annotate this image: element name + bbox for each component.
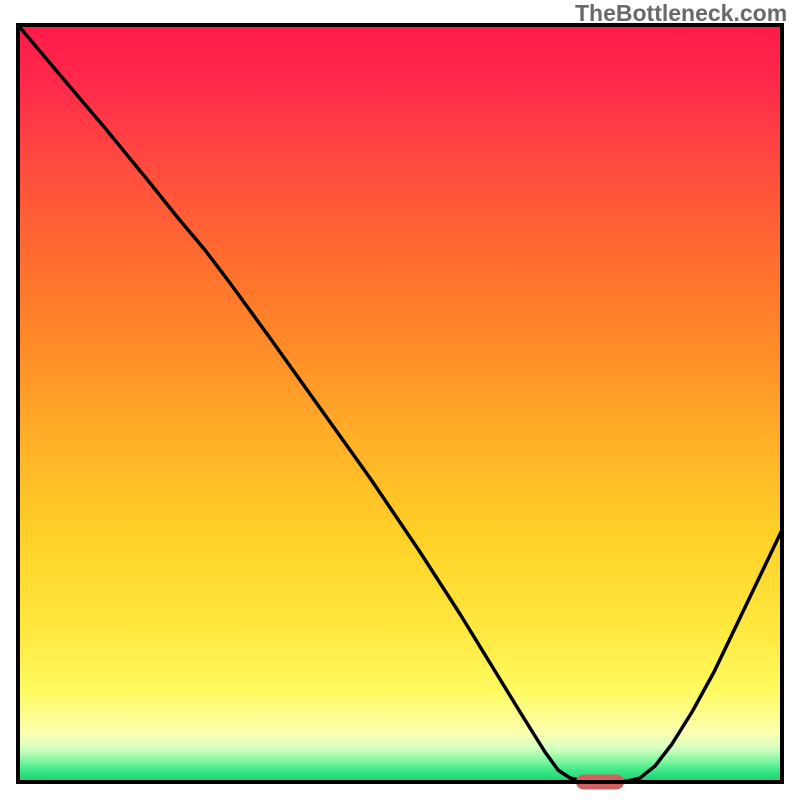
bottleneck-chart — [0, 0, 800, 800]
chart-container: TheBottleneck.com — [0, 0, 800, 800]
watermark-text: TheBottleneck.com — [575, 0, 787, 27]
gradient-background — [18, 25, 782, 782]
